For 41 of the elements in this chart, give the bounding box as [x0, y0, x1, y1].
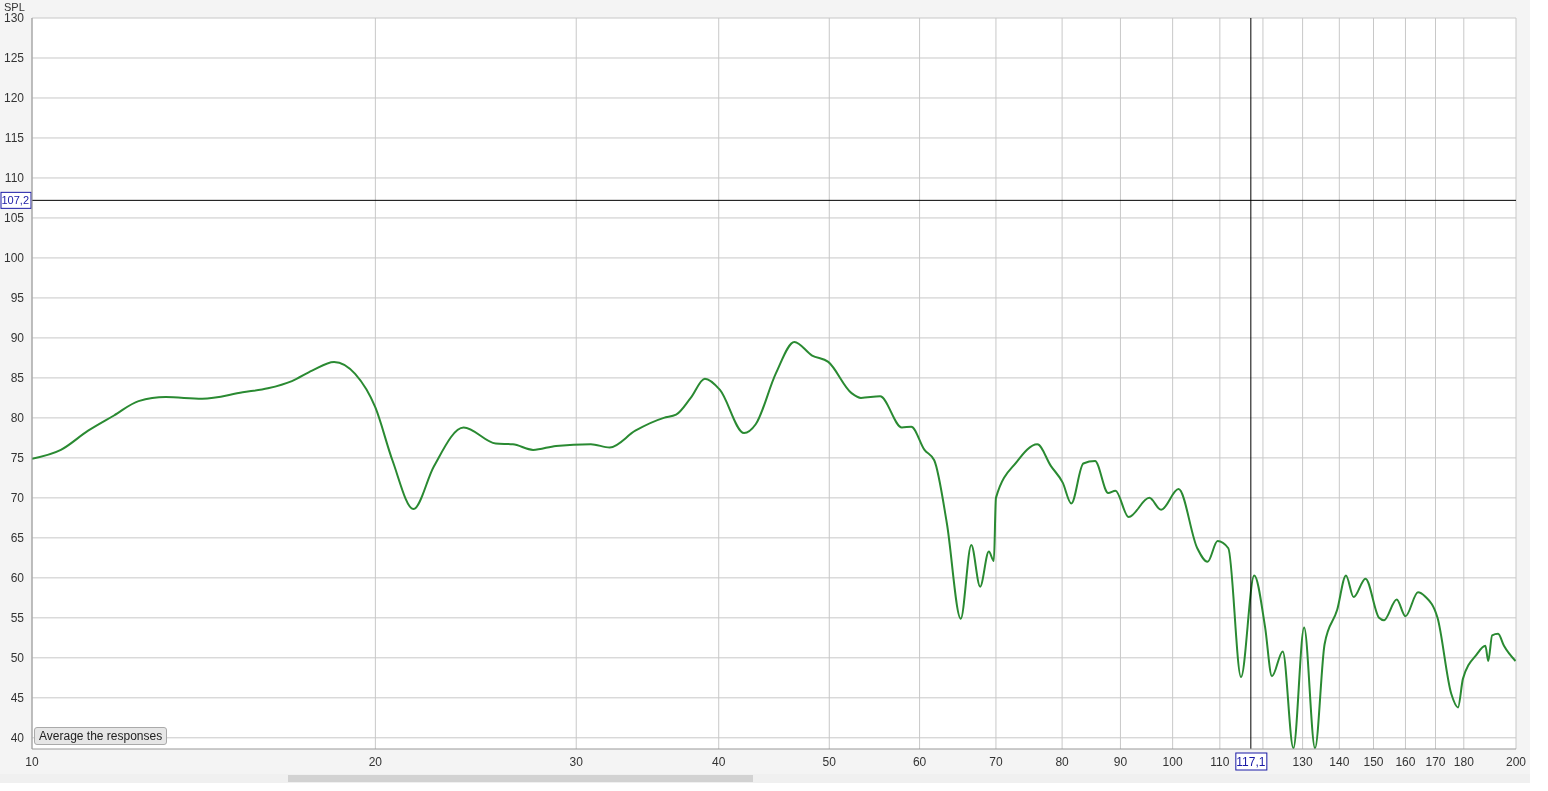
x-tick-label: 180 [1453, 754, 1475, 769]
x-tick-label: 30 [569, 754, 584, 769]
y-tick-label: 125 [3, 51, 25, 66]
y-tick-label: 110 [4, 171, 25, 186]
x-tick-label: 170 [1425, 754, 1446, 769]
ref-line-label: 117,1 [1236, 755, 1266, 769]
x-tick-label: 130 [1292, 754, 1313, 769]
x-tick-label: 140 [1329, 754, 1350, 769]
x-tick-label: 150 [1363, 754, 1384, 769]
y-tick-label: 130 [3, 11, 25, 26]
x-tick-label: 20 [368, 754, 383, 769]
x-tick-label: 90 [1113, 754, 1128, 769]
y-tick-label: 40 [10, 731, 25, 746]
y-tick-label: 120 [3, 91, 25, 106]
y-tick-label: 95 [10, 291, 25, 306]
x-tick-label: 60 [912, 754, 927, 769]
y-tick-label: 45 [10, 691, 25, 706]
y-tick-label: 105 [3, 211, 25, 226]
x-tick-label: 160 [1395, 754, 1416, 769]
y-tick-label: 85 [10, 371, 25, 386]
x-tick-label: 100 [1162, 754, 1183, 769]
y-tick-label: 55 [10, 611, 25, 626]
y-tick-label: 100 [3, 251, 25, 266]
y-tick-label: 60 [10, 571, 25, 586]
y-tick-label: 90 [10, 331, 25, 346]
y-tick-label: 50 [10, 651, 25, 666]
x-tick-label: 70 [989, 754, 1003, 769]
y-tick-label: 70 [10, 491, 25, 506]
y-axis-title: SPL [4, 1, 25, 13]
y-tick-label: 75 [10, 451, 25, 466]
x-tick-label: 50 [822, 754, 837, 769]
x-tick-label: 10 [25, 754, 39, 769]
button: Average the responses [34, 727, 168, 745]
x-tick-label: 80 [1055, 754, 1070, 769]
x-tick-label: 40 [712, 754, 726, 769]
ref-line-label: 107,2 [1, 194, 29, 207]
y-tick-label: 115 [4, 131, 25, 146]
x-tick-label: 200 [1505, 754, 1527, 769]
y-tick-label: 65 [10, 531, 25, 546]
y-tick-label: 80 [10, 411, 25, 426]
x-tick-label: 110 [1210, 754, 1230, 769]
